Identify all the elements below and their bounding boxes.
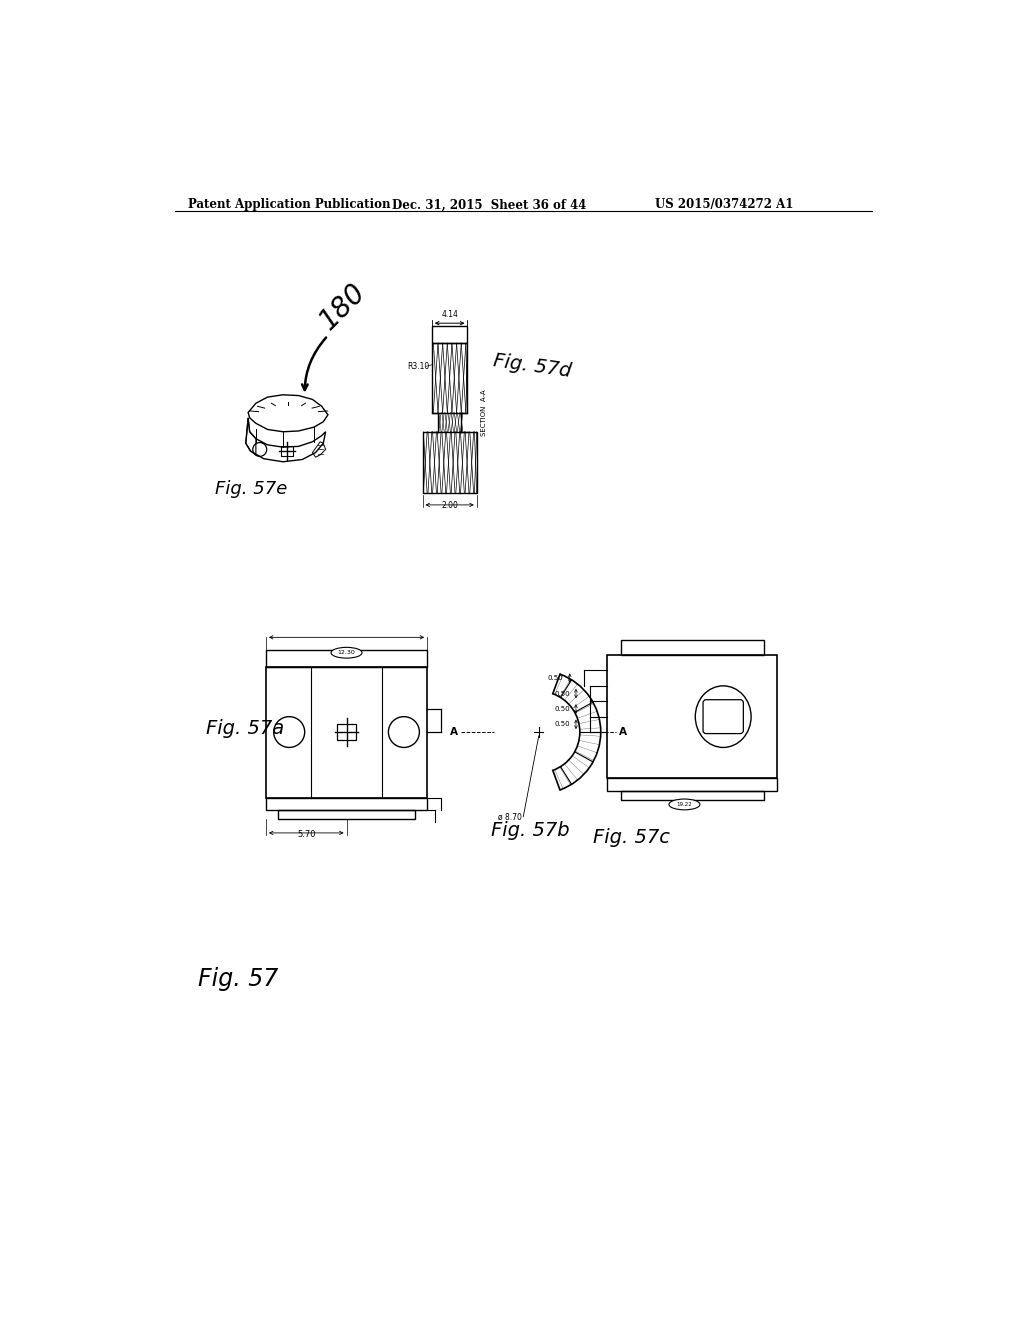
- Ellipse shape: [669, 799, 700, 810]
- Text: 5.70: 5.70: [297, 830, 315, 840]
- Bar: [432, 343, 467, 412]
- Text: 0.50: 0.50: [554, 706, 569, 711]
- Bar: [337, 725, 356, 739]
- Text: 0.50: 0.50: [548, 675, 563, 681]
- Bar: [266, 667, 427, 797]
- Bar: [279, 810, 415, 818]
- Text: Fig. 57e: Fig. 57e: [215, 480, 287, 498]
- Text: 12.30: 12.30: [338, 651, 355, 655]
- Bar: [621, 640, 764, 655]
- Text: A: A: [620, 727, 628, 737]
- Text: 0.50: 0.50: [554, 721, 569, 727]
- Text: Fig. 57a: Fig. 57a: [206, 718, 284, 738]
- Ellipse shape: [331, 647, 362, 659]
- Text: A: A: [451, 727, 458, 737]
- Bar: [621, 791, 764, 800]
- Bar: [607, 655, 777, 779]
- Text: 0.50: 0.50: [554, 690, 569, 697]
- Text: Dec. 31, 2015  Sheet 36 of 44: Dec. 31, 2015 Sheet 36 of 44: [391, 198, 586, 211]
- Text: ø 8.70: ø 8.70: [498, 812, 521, 821]
- Text: Patent Application Publication: Patent Application Publication: [188, 198, 391, 211]
- Text: Fig. 57c: Fig. 57c: [593, 829, 670, 847]
- Bar: [432, 326, 467, 343]
- Text: Fig. 57b: Fig. 57b: [490, 821, 569, 840]
- Text: 19.22: 19.22: [677, 803, 692, 807]
- Text: Fig. 57d: Fig. 57d: [493, 351, 572, 380]
- Text: 4.14: 4.14: [441, 310, 458, 318]
- Bar: [281, 446, 293, 457]
- Text: 180: 180: [314, 277, 371, 335]
- Bar: [423, 432, 477, 494]
- Bar: [607, 779, 777, 791]
- Text: SECTION  A-A: SECTION A-A: [480, 389, 486, 436]
- Bar: [266, 649, 427, 667]
- Bar: [266, 797, 427, 810]
- Text: 2.00: 2.00: [441, 502, 458, 511]
- Text: Fig. 57: Fig. 57: [198, 966, 278, 991]
- Text: US 2015/0374272 A1: US 2015/0374272 A1: [655, 198, 794, 211]
- Text: R3.10: R3.10: [407, 362, 429, 371]
